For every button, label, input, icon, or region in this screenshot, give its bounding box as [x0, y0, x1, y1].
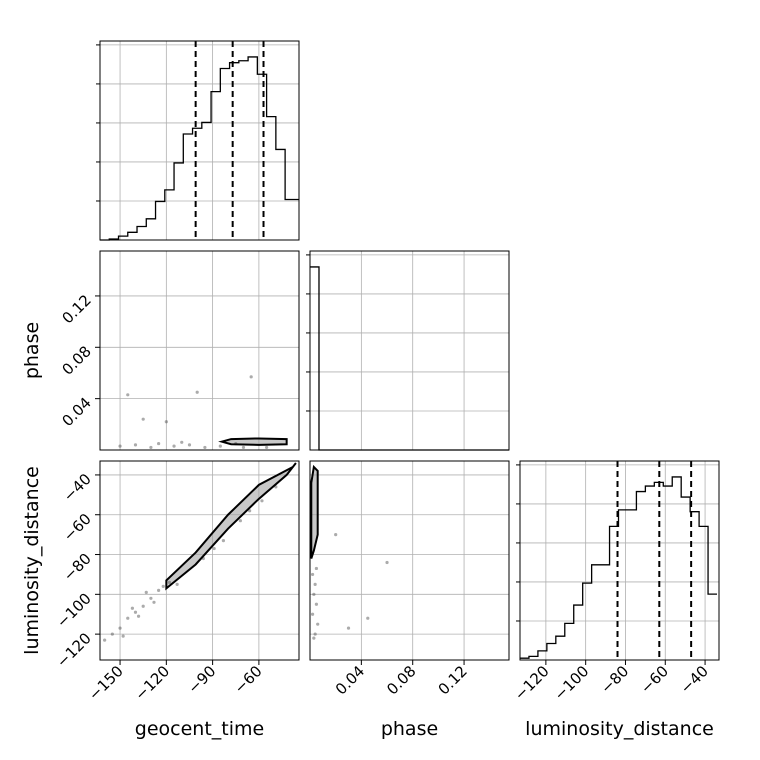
scatter-point — [141, 604, 145, 608]
scatter-point — [248, 509, 252, 513]
scatter-point — [175, 582, 179, 586]
y-axis-label-luminosity_distance: luminosity_distance — [21, 466, 43, 655]
scatter-point — [312, 592, 316, 596]
scatter-point — [110, 632, 114, 636]
y-axis-label-phase: phase — [21, 322, 43, 379]
scatter-point — [195, 390, 199, 394]
pair-frame-phase-luminosity_distance — [309, 460, 510, 661]
scatter-point — [314, 602, 319, 606]
x-tick-label: −60 — [231, 662, 266, 697]
scatter-point — [149, 445, 153, 450]
scatter-point — [121, 634, 125, 638]
scatter-point — [144, 590, 148, 594]
scatter-point — [164, 420, 168, 424]
scatter-point — [313, 582, 317, 586]
y-tick-label: −40 — [60, 470, 95, 505]
y-tick-label: 0.12 — [58, 291, 94, 327]
pair-panel-geocent_time-luminosity_distance — [100, 461, 299, 660]
hist-step-geocent_time — [100, 56, 299, 241]
y-tick-label: 0.08 — [58, 342, 94, 378]
scatter-point — [167, 580, 172, 584]
x-axis-label-geocent_time: geocent_time — [135, 718, 264, 740]
scatter-point — [260, 499, 264, 503]
hist-frame-geocent_time — [99, 40, 300, 241]
scatter-point — [310, 612, 315, 616]
hist-panel-luminosity_distance — [516, 461, 719, 660]
scatter-point — [334, 533, 338, 537]
y-tick-label: −120 — [53, 629, 95, 671]
scatter-point — [313, 632, 317, 636]
density-fill-0 — [311, 466, 318, 559]
scatter-point — [118, 444, 122, 448]
x-tick-label: −120 — [511, 662, 553, 704]
x-tick-label: 0.04 — [332, 662, 368, 698]
scatter-point — [221, 539, 226, 543]
scatter-point — [152, 600, 156, 604]
scatter-point — [212, 546, 216, 551]
scatter-point — [238, 519, 242, 523]
scatter-point — [126, 393, 130, 397]
scatter-point — [187, 443, 192, 447]
scatter-point — [126, 616, 130, 620]
hist-frame-luminosity_distance — [519, 460, 720, 661]
x-tick-label: −150 — [85, 662, 127, 704]
x-tick-label: −100 — [551, 662, 593, 704]
y-tick-label: −80 — [60, 550, 95, 585]
pair-frame-geocent_time-phase — [99, 250, 300, 451]
scatter-point — [161, 584, 165, 588]
x-tick-label: −90 — [184, 662, 219, 697]
scatter-point — [149, 596, 153, 600]
y-tick-label: −100 — [53, 589, 95, 631]
scatter-point — [249, 375, 253, 379]
hist-frame-phase — [309, 250, 510, 451]
scatter-point — [172, 444, 176, 448]
scatter-point — [103, 638, 107, 642]
y-tick-label: 0.04 — [58, 394, 94, 430]
scatter-point — [312, 636, 316, 640]
scatter-point — [118, 626, 122, 630]
density-fill-0 — [221, 438, 287, 445]
pair-panel-phase-luminosity_distance — [310, 461, 509, 660]
scatter-point — [141, 417, 145, 421]
pair-frame-geocent_time-luminosity_distance — [99, 460, 300, 661]
scatter-point — [314, 566, 319, 571]
scatter-point — [136, 614, 141, 618]
x-tick-label: −120 — [131, 662, 173, 704]
scatter-point — [346, 626, 351, 630]
x-tick-label: −80 — [597, 662, 632, 697]
hist-panel-geocent_time — [96, 41, 299, 241]
scatter-point — [157, 441, 161, 446]
x-tick-label: −40 — [677, 662, 712, 697]
contour-line-0 — [310, 464, 319, 559]
y-tick-label: −60 — [60, 510, 95, 545]
scatter-point — [157, 588, 161, 592]
scatter-point — [203, 445, 207, 450]
x-tick-label: 0.12 — [435, 662, 471, 698]
hist-step-phase — [310, 266, 509, 451]
scatter-point — [133, 610, 138, 614]
contour-line-0 — [218, 437, 288, 446]
x-tick-label: −60 — [637, 662, 672, 697]
scatter-point — [366, 616, 370, 620]
hist-step-luminosity_distance — [520, 476, 718, 659]
scatter-point — [180, 440, 184, 444]
x-axis-label-phase: phase — [381, 718, 438, 740]
scatter-point — [316, 622, 320, 626]
scatter-point — [265, 445, 269, 450]
scatter-point — [310, 572, 315, 577]
scatter-point — [241, 445, 246, 450]
x-axis-label-luminosity_distance: luminosity_distance — [525, 718, 714, 740]
contour-line-0 — [165, 462, 297, 591]
scatter-point — [385, 560, 389, 565]
scatter-point — [130, 606, 134, 610]
hist-panel-phase — [306, 251, 509, 451]
x-tick-label: 0.08 — [383, 662, 419, 698]
scatter-point — [133, 443, 138, 447]
scatter-point — [218, 444, 222, 448]
pair-panel-geocent_time-phase — [100, 251, 299, 450]
